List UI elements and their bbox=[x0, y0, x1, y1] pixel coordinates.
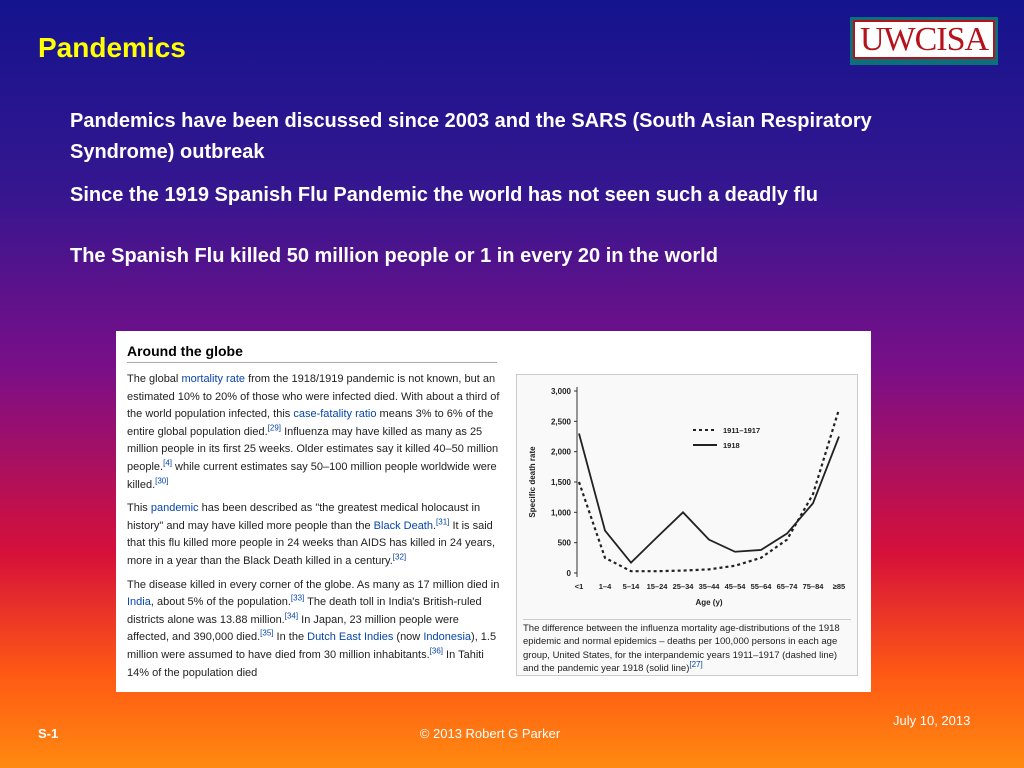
slide-title: Pandemics bbox=[38, 32, 186, 63]
paragraph: The disease killed in every corner of th… bbox=[127, 577, 503, 683]
link[interactable]: case-fatality ratio bbox=[293, 408, 377, 421]
date: July 10, 2013 bbox=[893, 713, 971, 728]
copyright: © 2013 Robert G Parker bbox=[419, 726, 561, 741]
text: from the 1918/1919 pandemic is not known… bbox=[127, 373, 500, 421]
text: ), 1.5 million were assumed to have died… bbox=[127, 631, 497, 661]
paragraph: The difference between the influenza mor… bbox=[523, 622, 851, 676]
paragraph: This pandemic has been described as "the… bbox=[127, 500, 503, 570]
text: has been described as "the greatest medi… bbox=[127, 502, 481, 532]
wiki-excerpt: Around the globe The global mortality ra… bbox=[116, 331, 871, 692]
y-tick-label: 1,500 bbox=[551, 478, 572, 487]
x-tick-label: 25–34 bbox=[673, 582, 695, 591]
citation[interactable]: [29] bbox=[267, 423, 282, 433]
link[interactable]: India bbox=[127, 596, 151, 609]
y-tick-label: 2,000 bbox=[551, 448, 572, 457]
citation[interactable]: [30] bbox=[155, 475, 169, 485]
x-tick-label: <1 bbox=[575, 582, 584, 591]
figure-caption: The difference between the influenza mor… bbox=[523, 619, 851, 676]
link[interactable]: mortality rate bbox=[181, 373, 246, 385]
logo: UWCISA bbox=[850, 17, 998, 65]
x-tick-label: 15–24 bbox=[647, 582, 669, 591]
line-series bbox=[578, 433, 840, 565]
y-tick-label: 1,000 bbox=[551, 508, 572, 517]
x-tick-label: 75–84 bbox=[803, 582, 825, 591]
link[interactable]: pandemic bbox=[150, 502, 199, 515]
link[interactable]: Indonesia bbox=[423, 631, 472, 644]
y-tick-label: 500 bbox=[558, 539, 572, 548]
text: The disease killed in every corner of th… bbox=[127, 578, 500, 591]
text: means 3% to 6% of the entire global popu… bbox=[127, 408, 494, 438]
paragraph: The global mortality rate from the 1918/… bbox=[127, 371, 503, 494]
citation[interactable]: [27] bbox=[689, 660, 703, 670]
section-heading: Around the globe bbox=[127, 343, 497, 363]
text: while current estimates say 50–100 milli… bbox=[127, 460, 497, 491]
x-tick-label: 45–54 bbox=[725, 582, 747, 591]
text: The difference between the influenza mor… bbox=[523, 623, 840, 675]
y-axis-label: Specific death rate bbox=[528, 446, 537, 518]
x-tick-label: 1–4 bbox=[599, 582, 612, 591]
article-text: The global mortality rate from the 1918/… bbox=[127, 371, 503, 691]
figure: 0 500 1,000 1,500 2,000 2,500 3,000 <1 1–4 5–14 15… bbox=[516, 374, 858, 676]
text: The global bbox=[127, 373, 182, 385]
y-tick-label: 0 bbox=[567, 569, 572, 578]
citation[interactable]: [34] bbox=[284, 611, 299, 621]
chart: 0 500 1,000 1,500 2,000 2,500 3,000 <1 1–4 5–14 15… bbox=[528, 387, 845, 607]
bullet: Pandemics have been discussed since 2003… bbox=[70, 110, 872, 163]
text: Influenza may have killed as many as 25 … bbox=[127, 425, 499, 473]
link[interactable]: Black Death bbox=[373, 519, 433, 532]
x-axis-label: Age (y) bbox=[695, 598, 722, 607]
bullets: Pandemics have been discussed since 2003… bbox=[70, 106, 960, 284]
text: This bbox=[127, 502, 151, 515]
legend-label: 1911–1917 bbox=[723, 426, 760, 435]
x-tick-label: 65–74 bbox=[777, 582, 799, 591]
slide-number: S-1 bbox=[38, 726, 59, 741]
x-tick-label: 35–44 bbox=[699, 582, 721, 591]
bullet: The Spanish Flu killed 50 million people… bbox=[70, 245, 718, 267]
text: It is said that this flu killed more peo… bbox=[127, 519, 496, 567]
text: The death toll in India's British-ruled … bbox=[127, 596, 482, 626]
text: In the bbox=[273, 631, 308, 644]
x-tick-label: 5–14 bbox=[623, 582, 641, 591]
text: . bbox=[432, 519, 437, 532]
link[interactable]: Dutch East Indies bbox=[307, 631, 394, 644]
text: (now bbox=[393, 631, 424, 644]
citation[interactable]: [4] bbox=[163, 458, 172, 468]
x-tick-label: ≥85 bbox=[833, 582, 845, 591]
bullet: Since the 1919 Spanish Flu Pandemic the … bbox=[70, 184, 818, 206]
y-tick-label: 3,000 bbox=[551, 387, 572, 396]
citation[interactable]: [31] bbox=[436, 517, 450, 527]
text: In Tahiti 14% of the population died bbox=[127, 648, 484, 679]
y-tick-label: 2,500 bbox=[551, 417, 572, 426]
text: , about 5% of the population. bbox=[150, 596, 291, 609]
x-tick-label: 55–64 bbox=[751, 582, 773, 591]
citation[interactable]: [32] bbox=[392, 552, 407, 562]
text: In Japan, 23 million people were affecte… bbox=[127, 613, 459, 644]
citation[interactable]: [36] bbox=[429, 646, 443, 656]
logo-text: UWCISA bbox=[853, 20, 995, 59]
legend-label: 1918 bbox=[723, 441, 740, 450]
citation[interactable]: [33] bbox=[290, 593, 305, 603]
citation[interactable]: [35] bbox=[260, 628, 274, 638]
